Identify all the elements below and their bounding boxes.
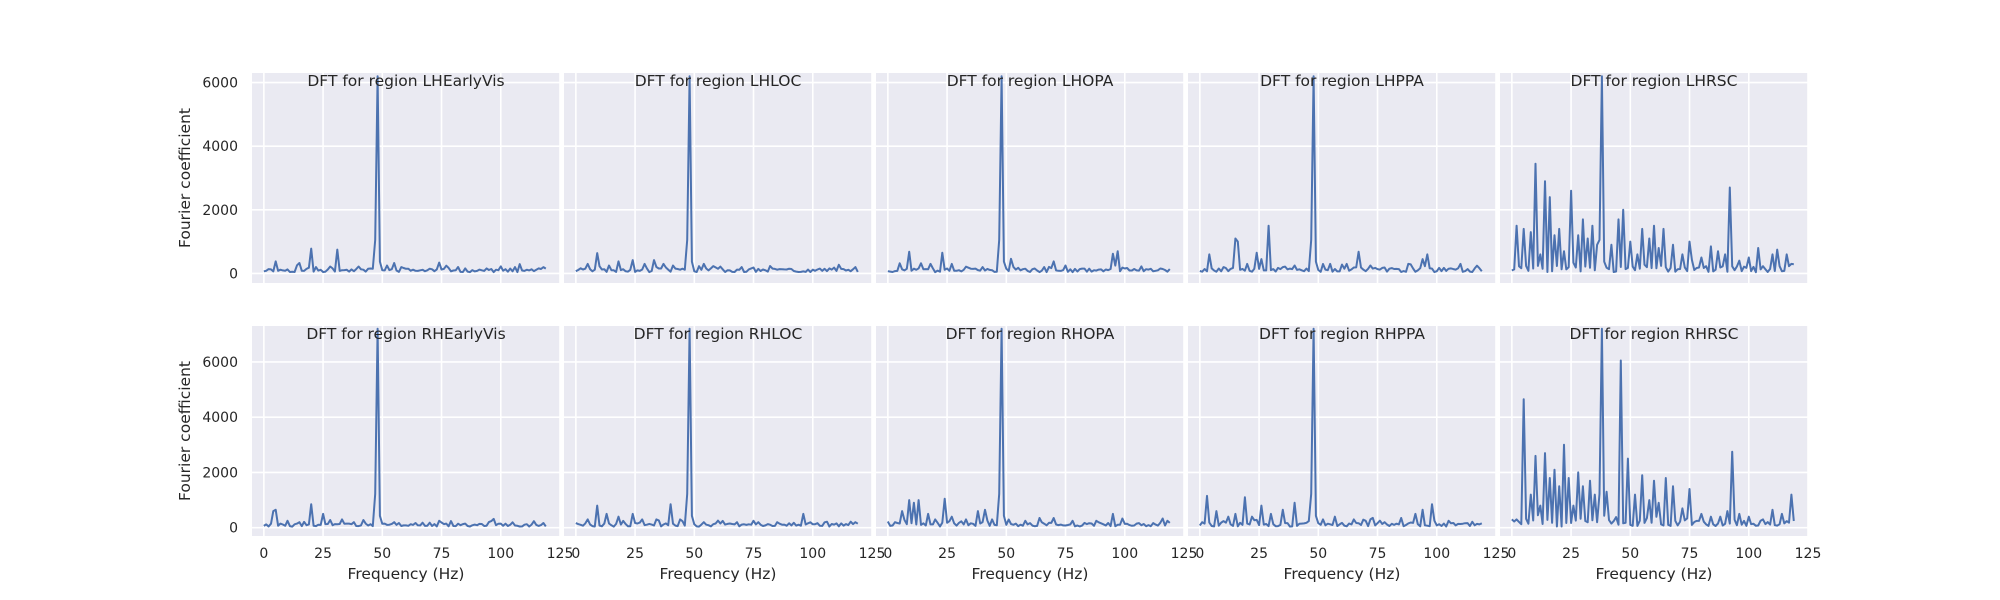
x-tick-label: 100 <box>799 546 826 562</box>
x-axis-label: Frequency (Hz) <box>1284 565 1401 583</box>
y-axis-label: Fourier coefficient <box>176 361 194 501</box>
y-tick-label: 2000 <box>202 465 238 481</box>
y-tick-label: 0 <box>229 521 238 537</box>
x-axis-label: Frequency (Hz) <box>660 565 777 583</box>
x-tick-label: 100 <box>1111 546 1138 562</box>
x-tick-label: 75 <box>1369 546 1387 562</box>
x-tick-label: 125 <box>1171 546 1198 562</box>
x-tick-label: 25 <box>626 546 644 562</box>
panel-title: DFT for region LHOPA <box>947 72 1114 90</box>
x-tick-label: 125 <box>859 546 886 562</box>
y-tick-label: 4000 <box>202 139 238 155</box>
panel-background <box>876 326 1184 536</box>
dft-series-line <box>1511 75 1794 274</box>
x-tick-label: 125 <box>547 546 574 562</box>
x-tick-label: 75 <box>1681 546 1699 562</box>
x-tick-label: 75 <box>1057 546 1075 562</box>
y-tick-label: 6000 <box>202 355 238 371</box>
x-tick-label: 0 <box>571 546 580 562</box>
x-tick-label: 0 <box>1507 546 1516 562</box>
x-tick-label: 0 <box>1195 546 1204 562</box>
y-tick-label: 6000 <box>202 76 238 92</box>
dft-series-line <box>263 75 547 274</box>
x-tick-label: 0 <box>259 546 268 562</box>
dft-series-line <box>575 327 859 528</box>
x-tick-label: 50 <box>1309 546 1327 562</box>
x-axis-label: Frequency (Hz) <box>972 565 1089 583</box>
panel-background <box>1188 73 1496 283</box>
panel-title: DFT for region RHRSC <box>1569 325 1738 343</box>
x-axis-label: Frequency (Hz) <box>348 565 465 583</box>
x-tick-label: 50 <box>373 546 391 562</box>
panel-title: DFT for region RHPPA <box>1259 325 1425 343</box>
dft-series-line <box>1511 327 1795 528</box>
panel-background <box>564 73 872 283</box>
y-tick-label: 4000 <box>202 410 238 426</box>
x-tick-label: 100 <box>1735 546 1762 562</box>
x-tick-label: 125 <box>1483 546 1510 562</box>
panel-background <box>876 73 1184 283</box>
panel-background <box>564 326 872 536</box>
dft-series-line <box>575 75 859 274</box>
x-axis-label: Frequency (Hz) <box>1596 565 1713 583</box>
dft-series-line <box>1199 75 1483 274</box>
x-tick-label: 50 <box>997 546 1015 562</box>
panel-background <box>1188 326 1496 536</box>
x-tick-label: 25 <box>1562 546 1580 562</box>
panel-title: DFT for region RHLOC <box>634 325 803 343</box>
panel-title: DFT for region LHLOC <box>635 72 802 90</box>
panel-title: DFT for region RHEarlyVis <box>306 325 505 343</box>
dft-series-line <box>263 327 547 528</box>
dft-series-line <box>887 75 1171 274</box>
x-tick-label: 50 <box>1621 546 1639 562</box>
x-tick-label: 100 <box>1423 546 1450 562</box>
panel-title: DFT for region LHRSC <box>1571 72 1738 90</box>
x-tick-label: 100 <box>487 546 514 562</box>
panel-title: DFT for region LHEarlyVis <box>307 72 504 90</box>
y-tick-label: 0 <box>229 266 238 282</box>
panel-title: DFT for region LHPPA <box>1260 72 1424 90</box>
panel-background <box>252 326 560 536</box>
x-tick-label: 50 <box>685 546 703 562</box>
x-tick-label: 0 <box>883 546 892 562</box>
y-tick-label: 2000 <box>202 203 238 219</box>
dft-series-line <box>1198 327 1483 528</box>
x-tick-label: 75 <box>745 546 763 562</box>
x-tick-label: 25 <box>314 546 332 562</box>
panel-background <box>252 73 560 283</box>
x-tick-label: 125 <box>1795 546 1822 562</box>
panel-title: DFT for region RHOPA <box>946 325 1115 343</box>
x-tick-label: 75 <box>433 546 451 562</box>
y-axis-label: Fourier coefficient <box>176 108 194 248</box>
dft-series-line <box>886 327 1171 528</box>
x-tick-label: 25 <box>938 546 956 562</box>
x-tick-label: 25 <box>1250 546 1268 562</box>
